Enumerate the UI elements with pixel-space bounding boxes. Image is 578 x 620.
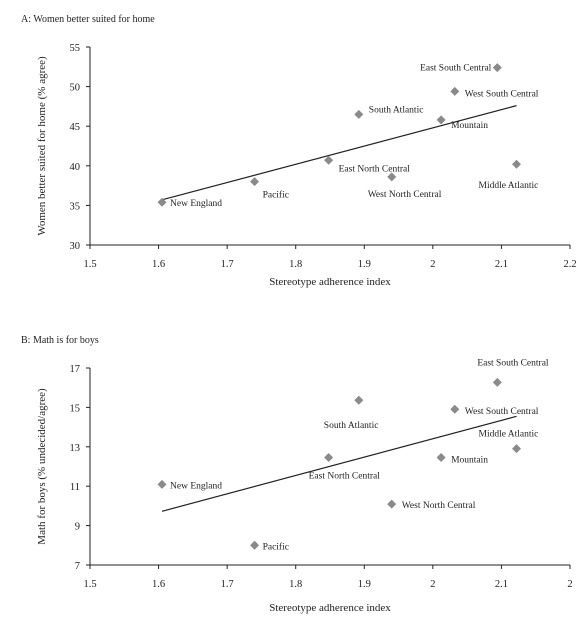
- x-axis-label: Stereotype adherence index: [269, 602, 391, 614]
- y-axis-label: Math for boys (% undecided/agree): [36, 388, 48, 545]
- data-label: South Atlantic: [369, 105, 424, 115]
- data-point: [157, 197, 167, 207]
- data-point: [387, 499, 397, 509]
- data-point: [157, 479, 167, 489]
- x-tick-label: 2: [567, 579, 572, 590]
- data-label: West North Central: [402, 501, 476, 511]
- y-tick-label: 13: [70, 443, 81, 454]
- data-point: [450, 86, 460, 96]
- data-label: East North Central: [339, 164, 411, 174]
- y-axis-label: Women better suited for home (% agree): [36, 56, 48, 236]
- data-point: [324, 453, 334, 463]
- y-tick-label: 17: [70, 364, 81, 375]
- y-tick-label: 45: [70, 122, 81, 133]
- x-tick-label: 2.1: [495, 259, 508, 270]
- x-tick-label: 2: [430, 259, 435, 270]
- chart-panel-b: B: Math is for boys 1.5 1.6 1.7 1.8 1.9 2 2.1 2 7…: [21, 335, 573, 614]
- data-label: New England: [170, 481, 222, 491]
- x-tick-label: 1.6: [152, 579, 165, 590]
- y-tick-label: 55: [70, 43, 81, 54]
- data-label: East South Central: [420, 64, 492, 74]
- data-label: New England: [170, 199, 222, 209]
- x-tick-label: 1.7: [221, 579, 234, 590]
- data-point: [492, 63, 502, 73]
- x-tick-label: 1.8: [289, 259, 302, 270]
- x-tick-label: 1.9: [358, 259, 371, 270]
- x-tick-label: 2.1: [495, 579, 508, 590]
- x-tick-label: 1.8: [289, 579, 302, 590]
- y-tick-label: 15: [70, 403, 81, 414]
- data-label: Middle Atlantic: [479, 181, 539, 191]
- x-tick-label: 1.5: [83, 259, 96, 270]
- data-point: [354, 109, 364, 119]
- x-tick-label: 1.7: [221, 259, 234, 270]
- data-point: [436, 115, 446, 125]
- y-tick-label: 9: [75, 522, 80, 533]
- data-point: [436, 453, 446, 463]
- data-label: Middle Atlantic: [479, 430, 539, 440]
- data-label: East South Central: [477, 358, 549, 368]
- data-point: [512, 159, 522, 169]
- x-tick-label: 1.6: [152, 259, 165, 270]
- data-label: Pacific: [263, 541, 289, 552]
- chart-title: A: Women better suited for home: [21, 14, 155, 25]
- trend-line: [161, 105, 517, 201]
- data-point: [492, 377, 502, 387]
- chart-title: B: Math is for boys: [21, 335, 99, 346]
- y-tick-label: 35: [70, 201, 81, 212]
- data-label: Pacific: [263, 190, 289, 201]
- data-point: [354, 395, 364, 405]
- data-point: [450, 404, 460, 414]
- chart-panel-a: A: Women better suited for home 1.5 1.6 1.7…: [21, 14, 577, 288]
- x-axis-label: Stereotype adherence index: [269, 276, 391, 288]
- data-label: Mountain: [451, 121, 488, 131]
- y-tick-label: 11: [70, 482, 80, 493]
- data-label: West South Central: [465, 89, 539, 99]
- data-point: [512, 444, 522, 454]
- y-tick-label: 40: [70, 162, 81, 173]
- data-label: West South Central: [465, 407, 539, 417]
- trend-line: [161, 415, 517, 512]
- data-point: [250, 540, 260, 550]
- data-label: South Atlantic: [324, 421, 379, 431]
- data-point: [324, 155, 334, 165]
- data-label: East North Central: [309, 472, 381, 482]
- y-tick-label: 50: [70, 83, 81, 94]
- y-tick-label: 7: [75, 561, 80, 572]
- data-point: [387, 172, 397, 182]
- data-label: Mountain: [451, 456, 488, 466]
- data-label: West North Central: [368, 190, 442, 200]
- x-tick-label: 2.2: [563, 259, 576, 270]
- x-tick-label: 2: [430, 579, 435, 590]
- x-tick-label: 1.5: [83, 579, 96, 590]
- data-point: [250, 177, 260, 187]
- y-tick-label: 30: [70, 241, 81, 252]
- x-tick-label: 1.9: [358, 579, 371, 590]
